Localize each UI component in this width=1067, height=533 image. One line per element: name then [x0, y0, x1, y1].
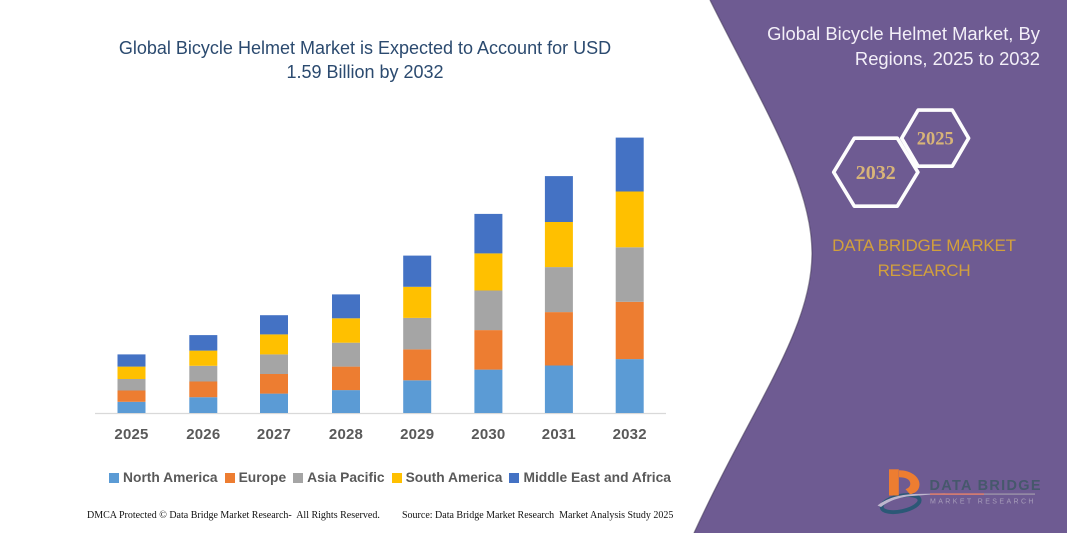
svg-text:DATA BRIDGE: DATA BRIDGE	[930, 478, 1042, 494]
svg-text:MARKET RESEARCH: MARKET RESEARCH	[930, 499, 1036, 506]
svg-text:2032: 2032	[856, 162, 896, 184]
svg-text:2025: 2025	[917, 130, 954, 150]
